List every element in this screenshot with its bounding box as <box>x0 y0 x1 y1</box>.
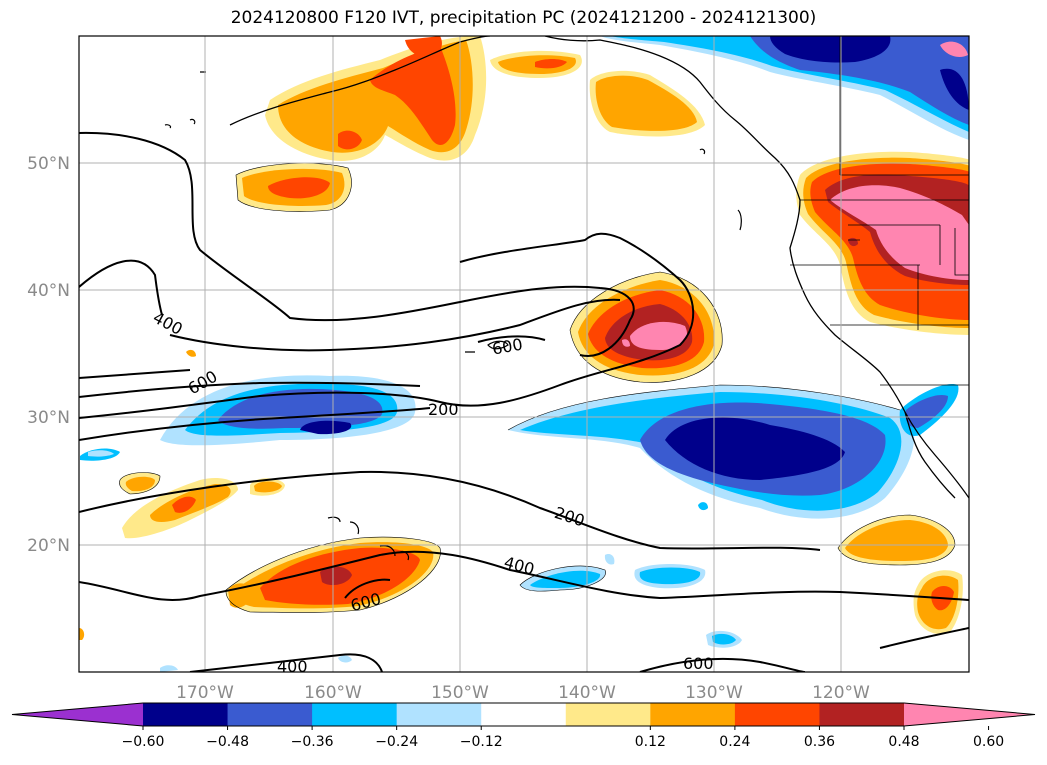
colorbar-tick-label: 0.48 <box>888 734 919 750</box>
latitude-labels: 50°N 40°N 30°N 20°N <box>27 154 70 556</box>
lat-label-20n: 20°N <box>27 536 70 556</box>
negative-anomaly-small-patches <box>160 502 742 672</box>
lon-label-130w: 130°W <box>685 683 743 703</box>
ivt-contour-200-main <box>79 232 695 419</box>
colorbar-tick-label: −0.36 <box>291 734 334 750</box>
ivt-contour-southeast <box>879 627 969 649</box>
ivt-label-600-bottom: 600 <box>683 654 714 673</box>
ivt-label-200-mid: 200 <box>428 400 459 419</box>
colorbar-segment <box>734 703 820 726</box>
ivt-contour-200-south <box>79 470 821 551</box>
colorbar-segment <box>650 703 736 726</box>
colorbar-extend-low <box>12 703 143 726</box>
ivt-contour-mid <box>169 298 621 352</box>
state-borders <box>790 174 969 386</box>
map-frame <box>78 35 970 673</box>
colorbar: −0.60 −0.48 −0.36 −0.24 −0.12 0.12 0.24 0.36 0.4… <box>11 702 1036 750</box>
lon-label-170w: 170°W <box>176 683 234 703</box>
colorbar-tick-label: −0.60 <box>122 734 165 750</box>
small-islands <box>164 71 706 155</box>
lat-label-50n: 50°N <box>27 154 70 174</box>
colorbar-tick-label: 0.24 <box>719 734 750 750</box>
ivt-contour-600-hawaii <box>344 578 391 599</box>
map-title: 2024120800 F120 IVT, precipitation PC (2… <box>230 8 817 28</box>
lon-label-150w: 150°W <box>431 683 489 703</box>
ivt-contour-600-b <box>79 381 421 398</box>
ivt-contour-west-400 <box>79 259 163 316</box>
ivt-contour-600-west <box>79 369 191 379</box>
longitude-labels: 170°W 160°W 150°W 140°W 130°W 120°W <box>176 683 870 703</box>
negative-anomaly-north-canada <box>600 36 969 140</box>
map-background <box>79 36 969 672</box>
negative-anomaly-east-pacific <box>508 384 959 519</box>
ivt-contour-400-south <box>79 550 969 601</box>
colorbar-tick-label: −0.24 <box>375 734 418 750</box>
ivt-contour-600-mid <box>477 335 546 343</box>
colorbar-tick-label: −0.48 <box>206 734 249 750</box>
ivt-contour-north-400 <box>79 131 635 357</box>
ivt-contour-600-bottom <box>639 657 806 672</box>
lat-label-40n: 40°N <box>27 281 70 301</box>
ivt-label-400-bottom: 400 <box>277 657 308 676</box>
colorbar-tick-label: 0.36 <box>804 734 835 750</box>
colorbar-segment <box>819 703 905 726</box>
colorbar-segment <box>227 703 313 726</box>
colorbar-segment <box>312 703 398 726</box>
colorbar-tick-label: −0.12 <box>460 734 503 750</box>
colorbar-segment <box>143 703 229 726</box>
colorbar-segment <box>481 703 567 726</box>
islands <box>327 209 742 561</box>
colorbar-tick-label: 0.12 <box>635 734 666 750</box>
colorbar-extend-high <box>904 703 1035 726</box>
lon-label-160w: 160°W <box>304 683 362 703</box>
positive-anomaly-aleutian <box>236 36 705 212</box>
ivt-contour-400-bottom <box>189 653 383 672</box>
colorbar-segment <box>565 703 651 726</box>
baja-california-coast <box>904 411 956 499</box>
ivt-contours <box>79 131 969 672</box>
aleutian-islands-coast <box>229 36 491 126</box>
colorbar-segment <box>396 703 482 726</box>
positive-anomaly-mexico <box>79 515 963 640</box>
ivt-contour-200-west <box>79 407 431 441</box>
lon-label-140w: 140°W <box>558 683 616 703</box>
coastlines <box>164 36 969 561</box>
lon-label-120w: 120°W <box>812 683 870 703</box>
lat-label-30n: 30°N <box>27 408 70 428</box>
north-america-west-coast <box>544 36 969 499</box>
colorbar-tick-label: 0.60 <box>973 734 1004 750</box>
